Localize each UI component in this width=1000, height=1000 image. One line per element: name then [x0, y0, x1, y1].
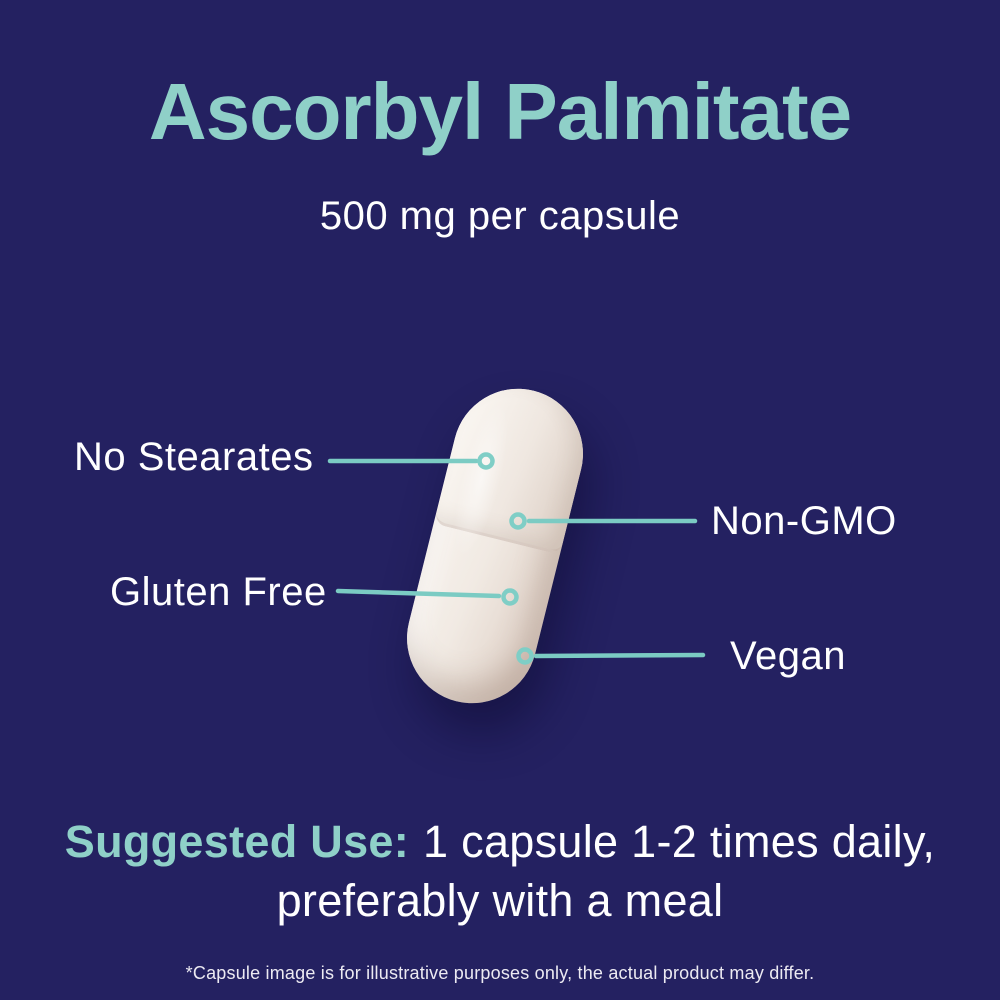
callout-line-gluten-free: [335, 588, 502, 599]
suggested-use-line1: Suggested Use: 1 capsule 1-2 times daily,: [0, 812, 1000, 871]
suggested-use-section: Suggested Use: 1 capsule 1-2 times daily,…: [0, 812, 1000, 930]
callout-dot-no-stearates: [477, 452, 495, 470]
callout-label-vegan: Vegan: [730, 634, 846, 678]
suggested-use-text1: 1 capsule 1-2 times daily,: [423, 816, 936, 867]
callout-dot-gluten-free: [501, 588, 519, 606]
callout-dot-vegan: [516, 647, 534, 665]
callout-label-non-gmo: Non-GMO: [711, 499, 897, 543]
dosage-subtitle: 500 mg per capsule: [319, 194, 681, 238]
suggested-use-label: Suggested Use:: [64, 816, 410, 867]
callout-label-no-stearates: No Stearates: [74, 435, 314, 479]
disclaimer-text: *Capsule image is for illustrative purpo…: [185, 963, 815, 983]
page-title: Ascorbyl Palmitate: [148, 67, 852, 156]
callout-dot-non-gmo: [509, 512, 527, 530]
callout-label-gluten-free: Gluten Free: [110, 570, 327, 614]
callout-line-vegan: [533, 652, 706, 659]
suggested-use-line2: preferably with a meal: [276, 875, 724, 926]
